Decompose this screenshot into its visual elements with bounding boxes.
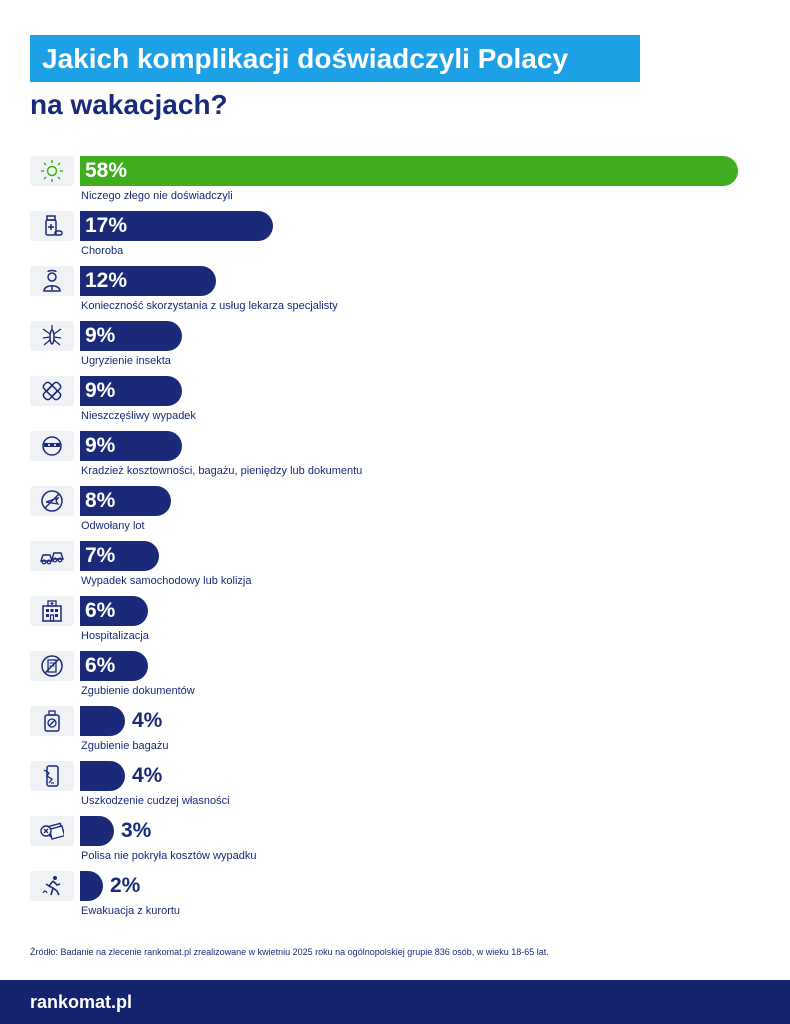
title-line-1: Jakich komplikacji doświadczyli Polacy	[30, 35, 640, 82]
bar-chart: 58% Niczego złego nie doświadczyli 17% Chor…	[0, 140, 790, 940]
money-cancel-icon	[30, 816, 74, 846]
category-label: Konieczność skorzystania z usług lekarza…	[81, 300, 338, 312]
bar	[80, 376, 182, 406]
category-label: Odwołany lot	[81, 520, 145, 532]
value-label: 4%	[132, 709, 163, 732]
value-label: 6%	[85, 654, 116, 677]
bar	[80, 871, 103, 901]
value-label: 8%	[85, 489, 116, 512]
category-label: Kradzież kosztowności, bagażu, pieniędzy…	[81, 465, 363, 477]
bar	[80, 321, 182, 351]
bandage-icon	[30, 376, 74, 406]
bar	[80, 816, 114, 846]
category-label: Zgubienie bagażu	[81, 740, 169, 752]
category-label: Wypadek samochodowy lub kolizja	[81, 575, 252, 587]
category-label: Choroba	[81, 245, 124, 257]
value-label: 9%	[85, 379, 116, 402]
bar	[80, 596, 148, 626]
medicine-icon	[30, 211, 74, 241]
bar	[80, 156, 738, 186]
value-label: 9%	[85, 434, 116, 457]
bar	[80, 651, 148, 681]
sun-icon	[30, 156, 74, 186]
category-label: Ewakuacja z kurortu	[81, 905, 181, 917]
value-label: 7%	[85, 544, 116, 567]
running-person-icon	[30, 871, 74, 901]
category-label: Ugryzienie insekta	[81, 355, 171, 367]
document-icon	[30, 651, 74, 681]
value-label: 58%	[85, 159, 128, 182]
rankomat-logo: rankomat.pl	[30, 992, 133, 1012]
value-label: 4%	[132, 764, 163, 787]
bar	[80, 486, 171, 516]
category-label: Niczego złego nie doświadczyli	[81, 190, 233, 202]
plane-icon	[30, 486, 74, 516]
bar	[80, 431, 182, 461]
category-label: Polisa nie pokryła kosztów wypadku	[81, 850, 257, 862]
bar	[80, 706, 125, 736]
category-label: Nieszczęśliwy wypadek	[81, 410, 196, 422]
value-label: 17%	[85, 214, 128, 237]
value-label: 3%	[121, 819, 152, 842]
value-label: 12%	[85, 269, 128, 292]
hospital-icon	[30, 596, 74, 626]
value-label: 9%	[85, 324, 116, 347]
doctor-icon	[30, 266, 74, 296]
bar	[80, 541, 159, 571]
bar	[80, 761, 125, 791]
value-label: 6%	[85, 599, 116, 622]
category-label: Hospitalizacja	[81, 630, 149, 642]
category-label: Uszkodzenie cudzej własności	[81, 795, 230, 807]
bar	[80, 266, 216, 296]
bar	[80, 211, 273, 241]
thief-icon	[30, 431, 74, 461]
category-label: Zgubienie dokumentów	[81, 685, 195, 697]
car-crash-icon	[30, 541, 74, 571]
luggage-icon	[30, 706, 74, 736]
phone-crack-icon	[30, 761, 74, 791]
title-line-2: na wakacjach?	[30, 89, 228, 120]
source-note: Źródło: Badanie na zlecenie rankomat.pl …	[30, 947, 549, 957]
value-label: 2%	[110, 874, 141, 897]
mosquito-icon	[30, 321, 74, 351]
footer-bar: rankomat.pl	[0, 980, 790, 1024]
